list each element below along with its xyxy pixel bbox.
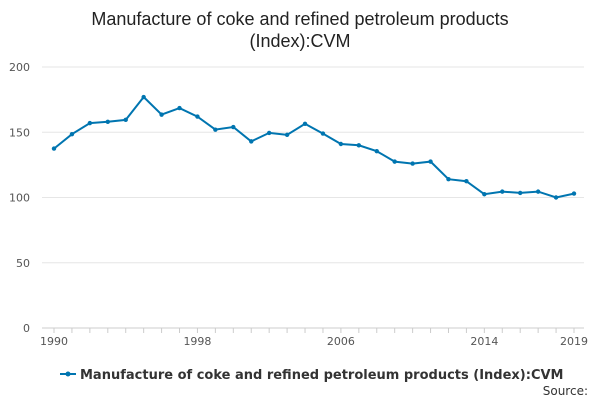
y-tick-label: 50 [16,257,30,270]
data-point[interactable] [553,195,559,200]
legend[interactable]: Manufacture of coke and refined petroleu… [60,368,563,383]
data-point[interactable] [266,130,272,136]
data-point[interactable] [51,146,57,151]
data-point[interactable] [69,132,75,137]
data-point[interactable] [482,192,487,197]
data-point[interactable] [356,143,362,148]
data-point[interactable] [535,189,541,194]
data-point[interactable] [195,114,200,119]
data-point[interactable] [518,190,523,196]
data-point[interactable] [105,119,110,125]
gridlines [42,66,584,264]
x-tick-label: 1998 [183,335,211,348]
y-tick-label: 0 [23,322,30,335]
data-point[interactable] [320,131,326,136]
data-point[interactable] [284,132,290,138]
y-tick-label: 200 [9,61,30,74]
x-tick-label: 2014 [470,335,498,348]
data-point[interactable] [159,112,164,117]
data-point[interactable] [446,177,451,182]
data-point[interactable] [571,191,577,196]
x-tick-label: 1990 [40,335,68,348]
y-axis: 0 50 100 150 200 [9,61,30,335]
data-point[interactable] [374,148,379,154]
chart-title: Manufacture of coke and refined petroleu… [91,9,509,51]
data-point[interactable] [213,127,218,132]
data-point[interactable] [87,120,93,126]
legend-entry: Manufacture of coke and refined petroleu… [80,368,563,383]
data-point[interactable] [500,189,505,194]
source-label: Source: [543,384,588,398]
data-point[interactable] [123,117,128,123]
x-tick-label: 2019 [560,335,588,348]
data-point[interactable] [177,105,182,111]
data-point[interactable] [249,139,254,144]
data-points [51,94,577,200]
y-tick-label: 150 [9,126,30,139]
data-point[interactable] [302,121,308,126]
legend-marker [65,371,71,377]
data-point[interactable] [392,159,397,164]
data-point[interactable] [141,94,146,100]
series-line [53,95,575,199]
x-axis: 1990 1998 2006 2014 2019 [40,327,588,348]
data-point[interactable] [410,161,415,166]
x-tick-label: 2006 [327,335,355,348]
data-point[interactable] [338,141,344,147]
data-point[interactable] [231,124,236,130]
y-tick-label: 100 [9,192,30,205]
data-point[interactable] [428,159,433,164]
data-point[interactable] [464,178,469,184]
